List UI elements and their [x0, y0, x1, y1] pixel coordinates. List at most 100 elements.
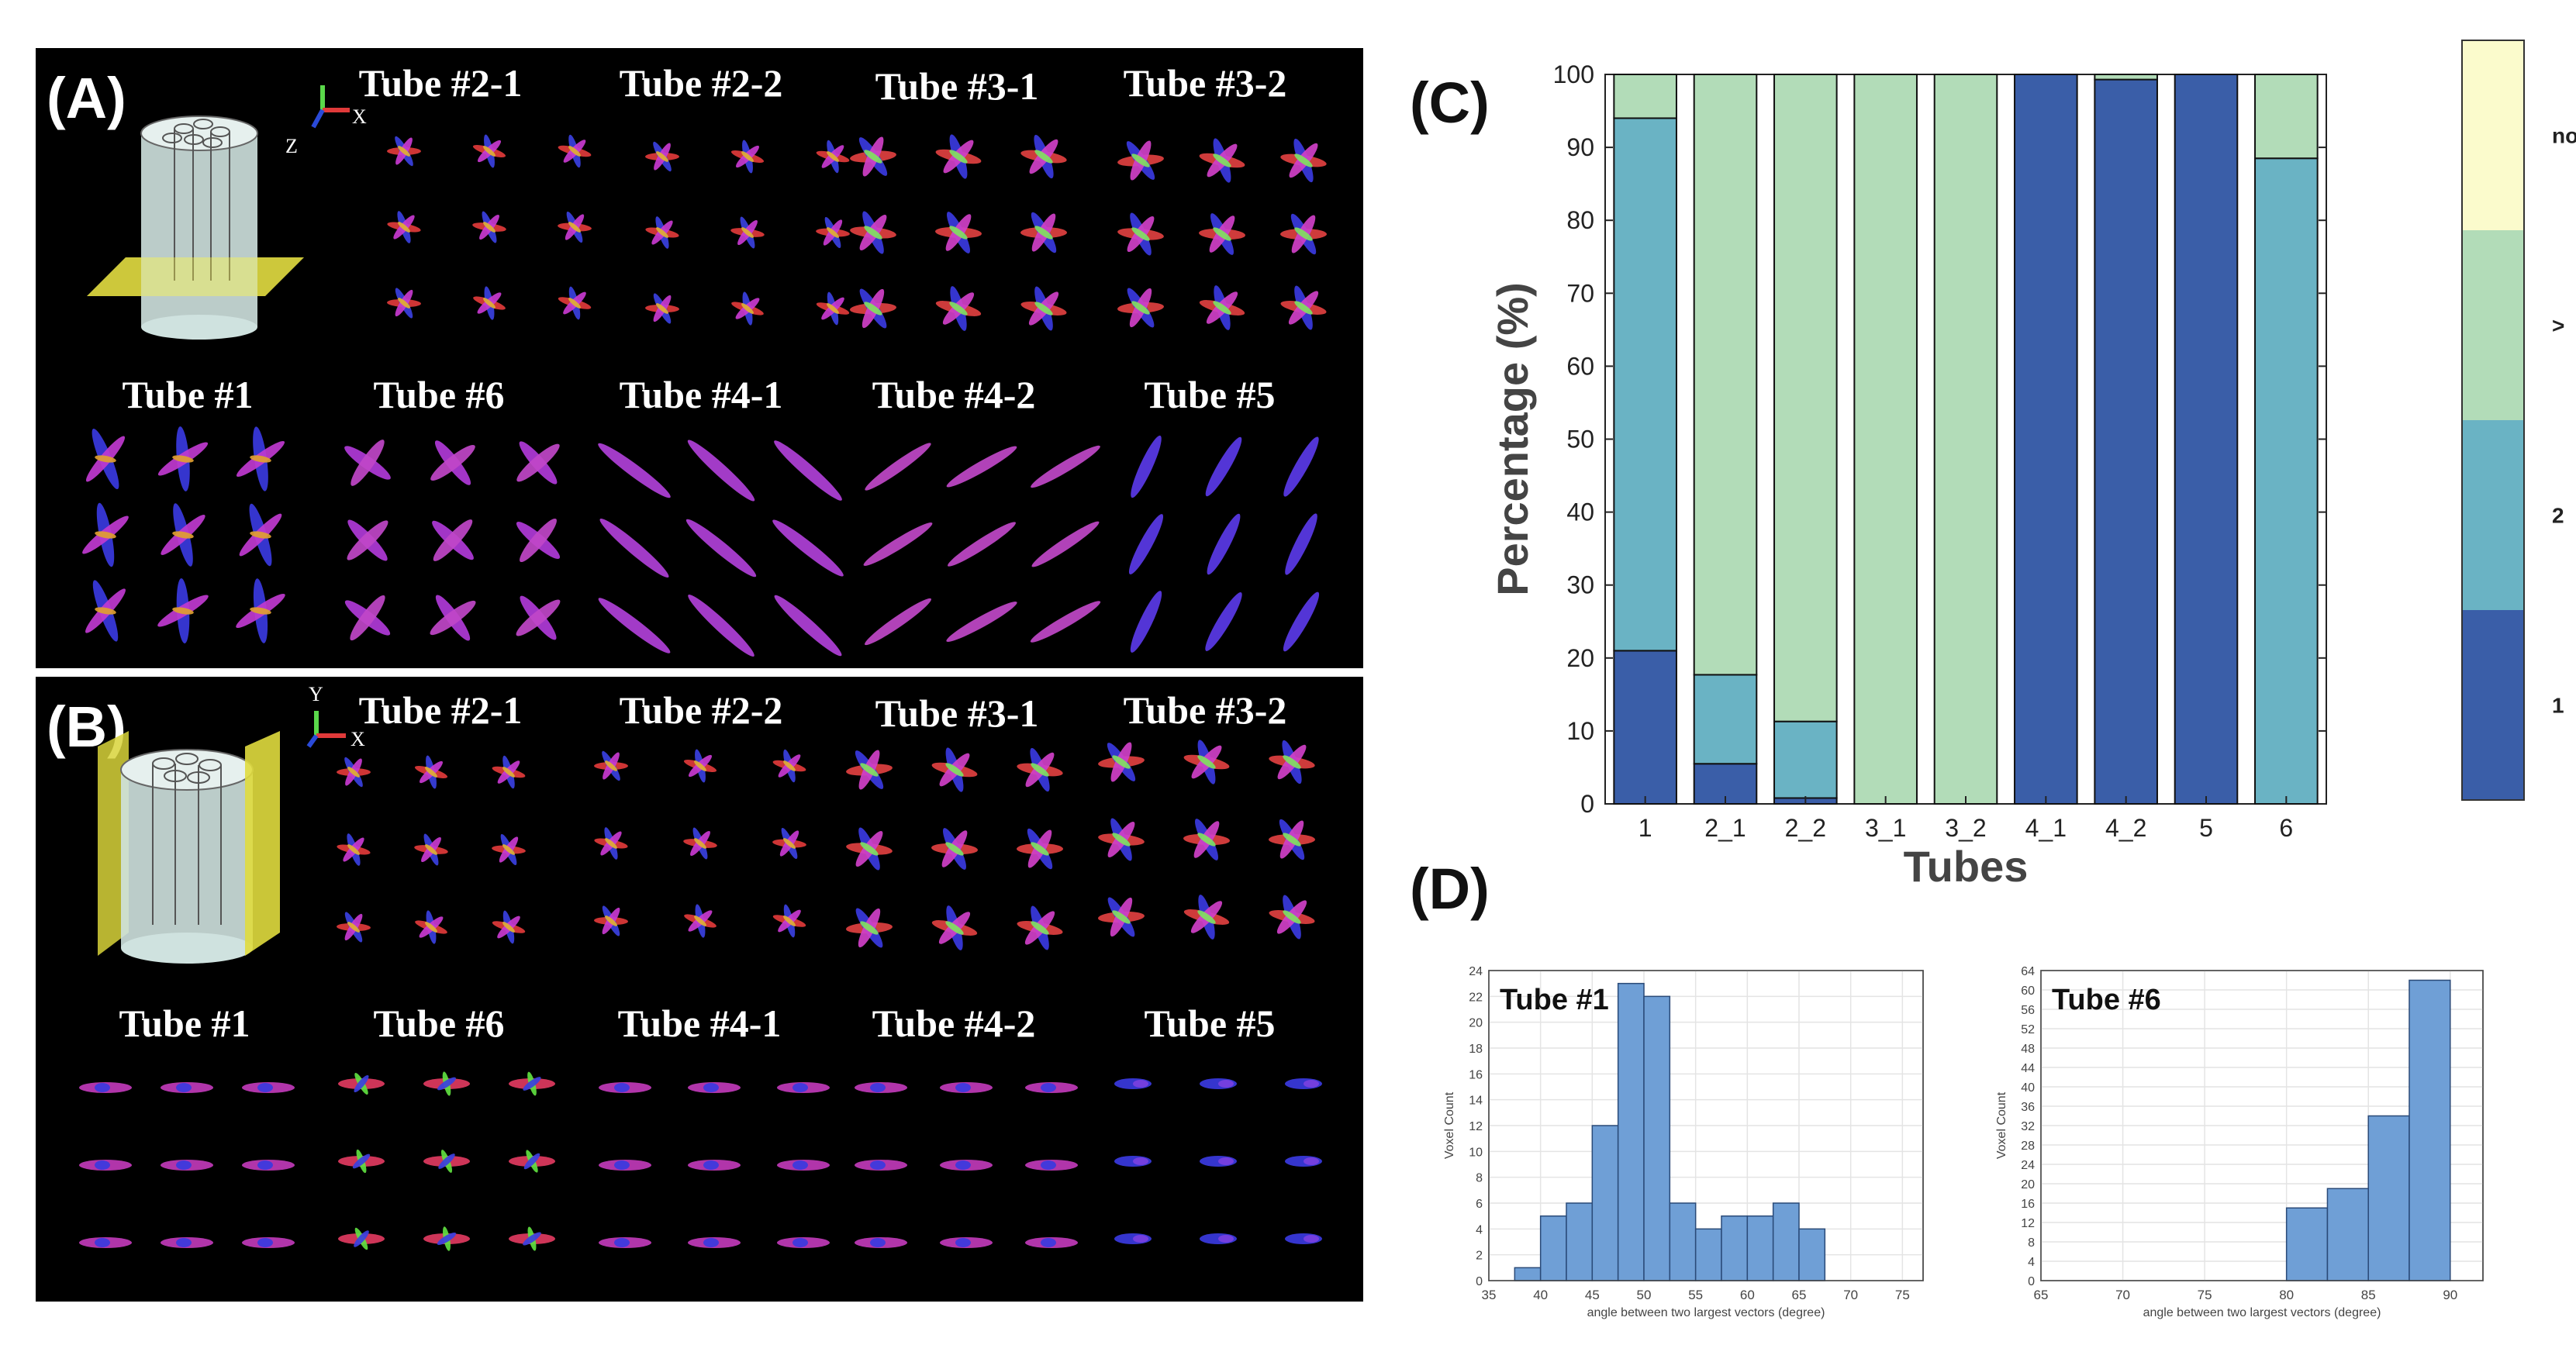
fiber-lobe	[614, 1160, 630, 1170]
x-tick-label: 3_1	[1865, 814, 1906, 842]
panel-d-label: (D)	[1410, 857, 1490, 921]
axis-triad-b	[306, 711, 346, 748]
fiber-lobe	[1213, 227, 1231, 241]
b-4-2-glyph	[855, 1237, 907, 1248]
y-tick-label: 0	[1580, 790, 1594, 818]
fiber-lobe	[1112, 755, 1131, 769]
x-tick-label: 65	[2034, 1288, 2049, 1302]
b-1-glyph	[242, 1237, 295, 1248]
bar-segment-gt	[2254, 74, 2319, 160]
fiber-lobe	[502, 844, 515, 855]
fiber-lobe	[946, 446, 1017, 488]
a-6-glyph	[516, 595, 561, 640]
a-4-2-glyph	[946, 446, 1017, 488]
y-tick-label: 10	[1566, 717, 1594, 745]
fiber-lobe	[945, 763, 964, 777]
b-2-2-glyph	[772, 749, 806, 783]
a-2-2-glyph	[730, 216, 765, 249]
b-4-1-glyph	[599, 1237, 651, 1248]
a-6-glyph	[344, 595, 391, 641]
fiber-lobe	[1128, 514, 1164, 574]
fiber-lobe	[354, 1230, 369, 1247]
tube-title-a-2-2: Tube #2-2	[619, 61, 783, 105]
y-axis-label: Voxel Count	[1995, 1091, 2008, 1159]
colorbar-label: 2	[2552, 504, 2564, 528]
bar-segment-1	[1613, 650, 1677, 805]
bar-segment-gt	[1693, 74, 1758, 676]
fiber-lobe	[599, 518, 669, 578]
a-1-glyph	[82, 502, 129, 567]
a-3-1-glyph	[850, 211, 896, 254]
colorbar-label: >	[2552, 314, 2564, 338]
a-1-glyph	[157, 578, 209, 643]
b-2-2-glyph	[683, 749, 717, 783]
x-tick-label: 80	[2279, 1288, 2294, 1302]
fiber-lobe	[703, 1238, 719, 1247]
a-3-1-glyph	[1020, 212, 1067, 253]
a-2-1-glyph	[387, 211, 421, 243]
fiber-lobe	[703, 1083, 719, 1092]
axis-z-label-a: Z	[285, 135, 298, 157]
fiber-lobe	[656, 151, 668, 162]
y-tick-label: 40	[2021, 1081, 2035, 1095]
x-tick-label: 60	[1740, 1288, 1755, 1302]
fiber-lobe	[1294, 301, 1313, 315]
y-tick-label: 44	[2021, 1062, 2035, 1075]
panel-b-glyph-image: (B) Y X Tube #2-1 Tube #2-2 Tube #3-1 Tu…	[36, 677, 1363, 1302]
fiber-lobe	[257, 1083, 273, 1092]
fiber-lobe	[250, 607, 271, 615]
fiber-lobe	[1034, 226, 1053, 240]
a-1-glyph	[236, 578, 285, 643]
fiber-lobe	[1131, 227, 1150, 241]
fiber-lobe	[1131, 435, 1162, 498]
fiber-lobe	[347, 922, 360, 933]
b-4-1-glyph	[599, 1160, 651, 1171]
b-2-2-glyph	[594, 750, 628, 781]
a-3-1-glyph	[935, 134, 982, 179]
fiber-lobe	[864, 150, 882, 164]
a-4-1-glyph	[599, 518, 669, 578]
b-5-glyph	[1285, 1156, 1322, 1167]
colorbar-label: none	[2552, 124, 2576, 148]
fiber-lobe	[398, 146, 410, 157]
fiber-lobe	[350, 440, 385, 486]
fiber-lobe	[1034, 150, 1053, 164]
b-1-glyph	[79, 1082, 132, 1093]
fiber-lobe	[352, 1153, 371, 1169]
b-2-2-glyph	[683, 827, 717, 860]
panel-c-label: (C)	[1410, 71, 1490, 135]
y-tick-label: 20	[1566, 644, 1594, 672]
y-tick-label: 8	[2028, 1236, 2035, 1250]
fiber-lobe	[347, 520, 388, 560]
b-1-glyph	[161, 1237, 213, 1248]
fiber-lobe	[792, 1238, 808, 1247]
histogram-bar	[1798, 1228, 1826, 1281]
axis-x-label-a: X	[352, 105, 367, 128]
fiber-lobe	[1218, 1157, 1234, 1165]
fiber-lobe	[1283, 833, 1301, 847]
x-tick-label: 6	[2279, 814, 2293, 842]
fiber-lobe	[827, 303, 839, 314]
fiber-lobe	[176, 1238, 192, 1247]
b-2-1-glyph	[337, 833, 371, 866]
histogram-title: Tube #1	[1500, 984, 1609, 1016]
y-tick-label: 100	[1553, 60, 1594, 88]
a-2-1-glyph	[558, 211, 592, 243]
bar-segment-gt	[2094, 74, 2158, 81]
fiber-lobe	[605, 838, 617, 849]
fiber-lobe	[1112, 833, 1131, 847]
fiber-lobe	[257, 1160, 273, 1170]
histogram-bar	[1746, 1215, 1774, 1281]
fiber-lobe	[95, 1238, 110, 1247]
a-4-2-glyph	[865, 443, 931, 491]
fiber-lobe	[257, 1238, 273, 1247]
a-4-1-glyph	[687, 440, 755, 502]
a-6-glyph	[516, 441, 560, 484]
histogram-bar	[1539, 1215, 1567, 1281]
b-1-glyph	[79, 1237, 132, 1248]
y-tick-label: 48	[2021, 1043, 2035, 1056]
b-3-2-glyph	[1098, 818, 1145, 861]
b-2-1-glyph	[415, 910, 447, 944]
fiber-lobe	[1133, 1080, 1148, 1088]
y-tick-label: 2	[1476, 1250, 1483, 1263]
